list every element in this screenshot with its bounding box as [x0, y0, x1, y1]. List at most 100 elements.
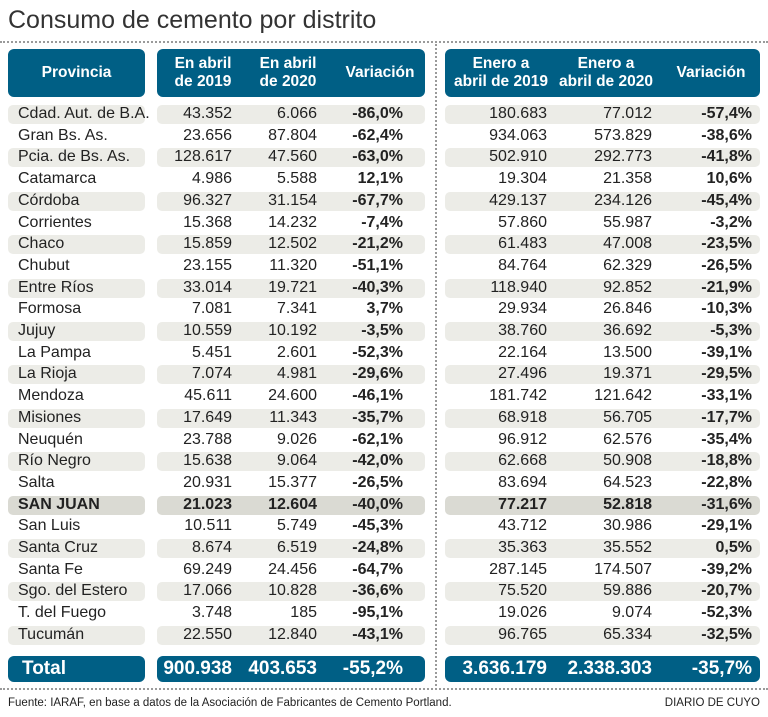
row-stripe — [445, 582, 760, 602]
row-stripe — [157, 539, 425, 558]
table-cell: 234.126 — [594, 191, 652, 209]
row-stripe — [8, 105, 145, 124]
table-cell: 5.588 — [276, 170, 317, 188]
table-cell: 65.334 — [603, 625, 652, 643]
row-stripe — [157, 148, 425, 168]
row-stripe — [157, 191, 425, 211]
table-cell: 45.611 — [184, 387, 232, 405]
table-cell: 12.840 — [268, 625, 317, 643]
table-cell: 5.749 — [276, 517, 317, 535]
row-stripe — [445, 105, 760, 124]
total-label: Total — [22, 658, 66, 679]
table-cell: -32,5% — [701, 625, 752, 643]
table-cell: -21,9% — [701, 278, 752, 296]
header-abr2020: En abril de 2020 — [259, 55, 317, 90]
table-cell: 75.520 — [498, 582, 547, 600]
table-cell: -45,4% — [701, 191, 752, 209]
highlight-row-stripe — [445, 495, 760, 515]
credit: DIARIO DE CUYO — [664, 697, 760, 709]
table-cell: -29,5% — [701, 365, 752, 383]
table-cell: 19.304 — [498, 170, 547, 188]
total-value: -35,7% — [691, 658, 752, 679]
province-name: T. del Fuego — [18, 604, 107, 622]
row-stripe — [445, 365, 760, 385]
table-cell: 62.576 — [603, 430, 652, 448]
row-stripe — [8, 539, 145, 558]
province-name: Río Negro — [18, 452, 91, 470]
table-cell: -40,0% — [352, 495, 403, 513]
table-cell: 12,1% — [357, 170, 403, 188]
table-cell: 43.712 — [498, 517, 547, 535]
table-cell: 52.818 — [603, 495, 652, 513]
table-cell: -42,0% — [352, 452, 403, 470]
table-cell: -63,0% — [352, 148, 403, 166]
table-cell: 4.986 — [191, 170, 232, 188]
header-abr2019: En abril de 2019 — [174, 55, 232, 90]
table-cell: 87.804 — [268, 126, 317, 144]
row-stripe — [157, 452, 425, 472]
table-cell: 17.066 — [183, 582, 232, 600]
row-stripe — [8, 278, 145, 298]
table-cell: 19.721 — [268, 278, 317, 296]
table-cell: 0,5% — [715, 539, 752, 556]
province-name: Pcia. de Bs. As. — [18, 148, 131, 166]
header-april-box: En abril de 2019 En abril de 2020 Variació… — [157, 49, 425, 97]
table-cell: -3,5% — [361, 322, 403, 339]
table-cell: -43,1% — [352, 625, 403, 643]
table-cell: 118.940 — [490, 278, 547, 296]
header-variacion: Variación — [345, 64, 415, 81]
table-cell: -5,3% — [710, 322, 752, 339]
table-cell: 62.329 — [603, 256, 652, 274]
province-name: Neuquén — [18, 430, 83, 448]
table-cell: 13.500 — [603, 343, 652, 361]
page-title: Consumo de cemento por distrito — [8, 6, 377, 34]
table-cell: -7,4% — [361, 213, 403, 231]
table-cell: 14.232 — [268, 213, 317, 231]
table-cell: 10.511 — [184, 517, 232, 535]
table-cell: 96.765 — [498, 625, 547, 643]
table-cell: 50.908 — [603, 452, 652, 470]
row-stripe — [8, 582, 145, 602]
table-cell: 21.358 — [603, 170, 652, 188]
table-cell: 55.987 — [603, 213, 652, 231]
table-cell: 57.860 — [498, 213, 547, 231]
province-name: Santa Fe — [18, 560, 83, 578]
table-cell: -52,3% — [701, 604, 752, 622]
province-name: Gran Bs. As. — [18, 126, 108, 144]
table-cell: 15.368 — [183, 213, 232, 231]
row-stripe — [157, 408, 425, 428]
row-stripe — [445, 235, 760, 255]
table-cell: -33,1% — [701, 387, 752, 405]
table-cell: 15.377 — [268, 473, 317, 491]
province-name: Sgo. del Estero — [18, 582, 128, 600]
row-stripe — [157, 235, 425, 255]
table-cell: 10.828 — [268, 582, 317, 600]
table-cell: 31.154 — [268, 191, 317, 209]
table-cell: -18,8% — [701, 452, 752, 470]
province-name: La Pampa — [18, 343, 91, 361]
row-stripe — [8, 365, 145, 385]
table-cell: -36,6% — [352, 582, 403, 600]
table-cell: -10,3% — [701, 300, 752, 318]
province-name: La Rioja — [18, 365, 77, 383]
total-value: -55,2% — [342, 658, 403, 679]
row-stripe — [157, 278, 425, 298]
table-cell: 7.081 — [191, 300, 232, 318]
table-cell: 7.074 — [191, 365, 232, 383]
table-cell: 84.764 — [498, 256, 547, 274]
table-cell: 96.327 — [183, 191, 232, 209]
table-cell: -57,4% — [701, 105, 752, 122]
row-stripe — [157, 625, 425, 645]
table-cell: -64,7% — [352, 560, 403, 578]
total-value: 3.636.179 — [462, 658, 547, 679]
province-name: Jujuy — [18, 322, 56, 339]
header-ene2019: Enero a abril de 2019 — [454, 55, 548, 90]
province-name: Salta — [18, 473, 55, 491]
table-cell: 61.483 — [498, 235, 547, 253]
total-april-box — [157, 656, 425, 682]
table-cell: -29,1% — [701, 517, 752, 535]
province-name: Mendoza — [18, 387, 84, 405]
table-cell: 22.164 — [498, 343, 547, 361]
header-ytd-box: Enero a abril de 2019 Enero a abril de 202… — [445, 49, 760, 97]
